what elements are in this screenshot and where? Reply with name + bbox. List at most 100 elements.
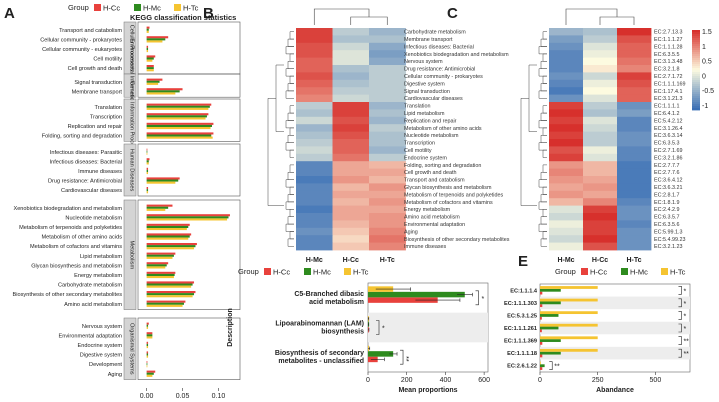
panel-b-cell (332, 190, 370, 199)
panel-b-row-label: Transcription (404, 141, 435, 147)
panel-b-cell (332, 168, 370, 177)
panel-b-cell (332, 139, 370, 147)
panel-e-band (540, 321, 690, 335)
panel-a-bar (146, 158, 150, 161)
panel-e-legend-title: Group (555, 267, 576, 276)
panel-b-cell (369, 57, 406, 66)
panel-b-cell (332, 176, 370, 184)
panel-c-cell (617, 161, 652, 169)
panel-a-bar (146, 134, 212, 137)
panel-e-bar (540, 326, 559, 330)
panel-c-colorbar-segment (692, 40, 700, 43)
panel-a-bar (146, 247, 195, 250)
panel-b-cell (369, 235, 406, 243)
panel-c-row-label: EC:3.6.3.21 (654, 185, 682, 191)
panel-c-cell (549, 109, 584, 118)
panel-c-cell (549, 198, 584, 206)
panel-d-bar (368, 351, 394, 357)
panel-b-cell (296, 153, 333, 162)
panel-c-cell (549, 42, 584, 51)
panel-b-row-label: Translation (404, 104, 430, 110)
panel-e-legend-swatch-1 (621, 268, 628, 275)
panel-c-colorbar-segment (692, 76, 700, 79)
panel-c-cell (549, 161, 584, 169)
panel-d-sig-bracket (376, 320, 380, 335)
panel-c-row-label: EC:3.2.1.23 (654, 244, 682, 250)
panel-c-col-dendrogram (565, 8, 618, 25)
panel-b-cell (296, 116, 333, 125)
panel-c-colorbar-segment (692, 38, 700, 41)
panel-c-colorbar-segment (692, 88, 700, 91)
panel-b-cell (369, 213, 406, 221)
panel-a-bar (146, 26, 150, 29)
panel-c-cell (617, 72, 652, 81)
panel-e-bar (540, 348, 598, 352)
panel-a-bar (146, 235, 190, 238)
panel-b-cell (296, 242, 333, 251)
panel-c-colorbar-segment (692, 54, 700, 57)
panel-b-cell (296, 94, 333, 103)
panel-a-bar (146, 351, 149, 354)
panel-c-row-label: EC:3.6.4.12 (654, 178, 682, 184)
panel-d-sig-mark: ** (402, 356, 409, 362)
panel-c-colorbar-segment (692, 60, 700, 63)
panel-a-category-label: Biosynthesis of other secondary metaboli… (13, 292, 123, 298)
panel-b-cell (369, 220, 406, 229)
panel-c-colorbar-segment (692, 74, 700, 77)
panel-c-colorbar-segment (692, 108, 700, 111)
panel-c-colorbar-segment (692, 66, 700, 69)
panel-c-cell (617, 131, 652, 140)
panel-c-cell (583, 50, 618, 58)
panel-c-colorbar-segment (692, 96, 700, 99)
panel-b-cell (296, 176, 333, 184)
panel-b-cell (332, 124, 370, 132)
panel-c-colorbar-segment (692, 50, 700, 53)
panel-a-category-label: Replication and repair (68, 124, 123, 130)
panel-b-cell (332, 72, 370, 81)
panel-a-bar (146, 237, 189, 240)
panel-d-sig-mark: * (382, 326, 385, 333)
panel-b-cell (369, 176, 406, 184)
panel-a-bar (146, 285, 192, 288)
panel-c-row-label: EC:6.3.5.7 (654, 215, 679, 221)
panel-a-bar (146, 117, 206, 120)
panel-b-row-label: Nucleotide metabolism (404, 133, 459, 139)
panel-c-colorbar-segment (692, 104, 700, 107)
panel-e-category-label: EC:1.1.1.18 (507, 351, 537, 357)
panel-a-category-label: Metabolism of other amino acids (41, 235, 122, 241)
panel-c-cell (583, 87, 618, 95)
panel-e-legend-label-1: H-Mc (630, 268, 648, 277)
panel-a-legend-title: Group (68, 3, 89, 12)
panel-c-colorbar-segment (692, 64, 700, 67)
panel-b-cell (332, 35, 370, 44)
panel-c-cell (617, 176, 652, 184)
panel-a-bar (146, 326, 149, 329)
panel-c-cell (583, 124, 618, 132)
panel-c-cell (617, 139, 652, 147)
panel-b-col-label: H-Tc (380, 257, 395, 264)
panel-c-cell (617, 79, 652, 88)
panel-b-cell (296, 35, 333, 44)
panel-a-bar (146, 191, 149, 194)
panel-b-cell (369, 79, 406, 88)
panel-a-category-label: Xenobiotics biodegradation and metabolis… (13, 206, 122, 212)
panel-e-bar (540, 311, 598, 315)
panel-e-sig-mark: * (683, 288, 686, 295)
panel-b-cell (296, 50, 333, 58)
panel-c-cell (617, 124, 652, 132)
panel-c-col-label: H-Mc (557, 257, 574, 264)
panel-d-sig-bracket (400, 349, 404, 365)
panel-c-cell (617, 65, 652, 73)
panel-c-cell (549, 35, 584, 44)
panel-a-bar (146, 127, 211, 130)
panel-e-sig-mark: * (683, 301, 686, 308)
panel-e-bar (540, 351, 561, 355)
panel-a-bar (146, 276, 174, 279)
panel-b-cell (332, 183, 370, 192)
panel-e-category-label: EC:1.1.1.261 (504, 326, 537, 332)
panel-a-strip-label-4: Metabolism (129, 240, 135, 269)
panel-e-sig-bracket (549, 361, 553, 371)
panel-c-row-label: EC:2.8.1.7 (654, 192, 679, 198)
panel-b-cell (369, 190, 406, 199)
